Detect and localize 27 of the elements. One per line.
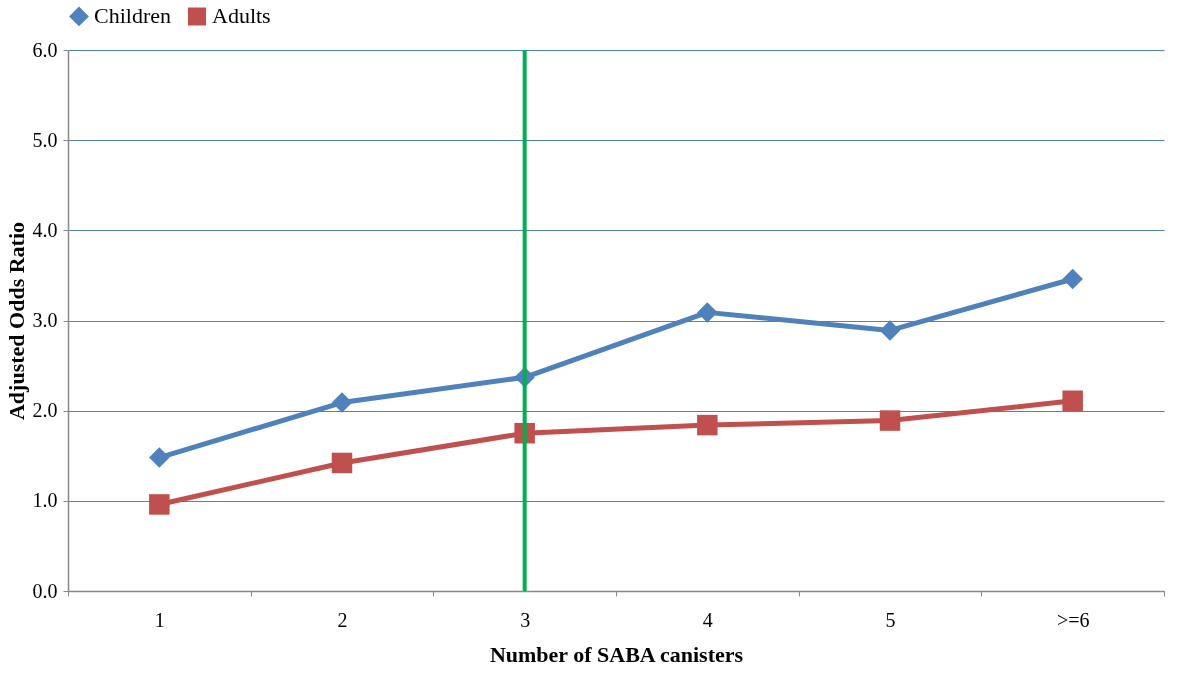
point [1062,268,1083,290]
y-tick-label: 4.0 [32,218,58,241]
x-tick-label: >=6 [1056,608,1090,631]
y-tick-label: 1.0 [32,489,58,512]
y-axis-title: Adjusted Odds Ratio [3,221,29,421]
legend-label: Adults [212,3,271,29]
x-axis-title: Number of SABA canisters [489,641,744,667]
x-tick-label: 1 [154,608,165,631]
point [879,320,901,341]
legend-label: Children [94,3,171,29]
point [149,494,170,515]
point [149,447,170,468]
y-tick-label: 3.0 [32,309,58,331]
x-tick-label: 5 [885,608,896,631]
point [331,392,353,413]
y-tick-label: 0.0 [32,579,58,602]
point [879,410,901,431]
point [697,414,718,436]
y-tick-label: 6.0 [32,38,58,61]
point [1062,390,1083,411]
point [331,452,353,474]
x-tick-label: 4 [702,608,713,631]
y-tick-label: 2.0 [32,399,58,422]
y-tick-label: 5.0 [32,128,58,151]
x-tick-label: 2 [337,608,348,631]
point [697,302,718,323]
x-tick-label: 3 [520,608,531,631]
